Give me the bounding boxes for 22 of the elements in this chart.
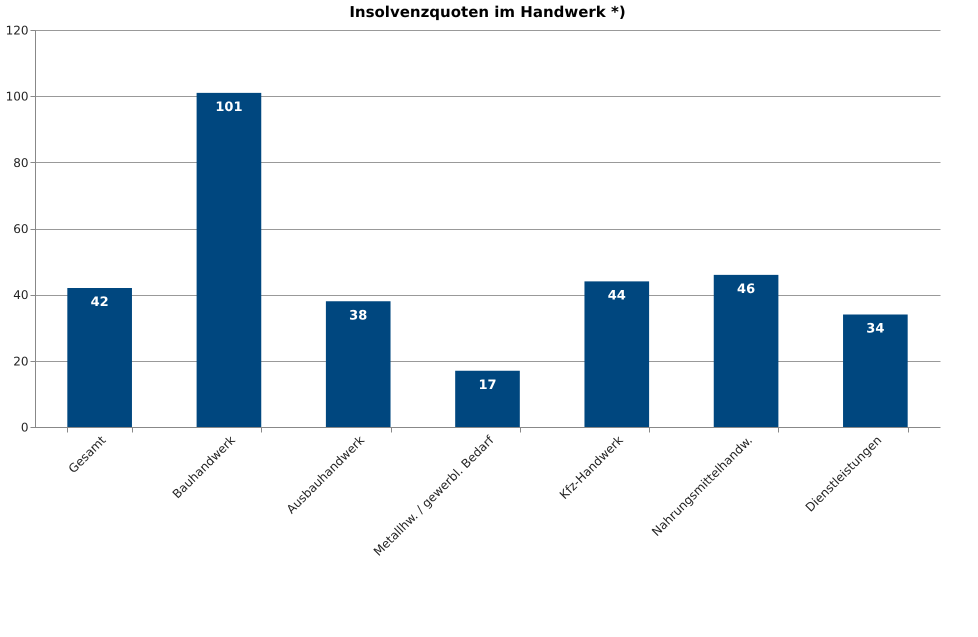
data-label: 34 (866, 322, 884, 337)
data-label: 42 (90, 295, 109, 310)
bar (67, 288, 132, 427)
bar (455, 370, 520, 427)
bar (196, 92, 262, 427)
data-label: 17 (478, 378, 497, 393)
data-label: 38 (349, 308, 368, 324)
data-label: 46 (737, 282, 756, 297)
bar (714, 274, 778, 427)
y-tick-label: 0 (20, 420, 28, 434)
y-tick-label: 60 (13, 222, 28, 236)
data-label: 101 (215, 100, 242, 115)
y-tick-label: 80 (13, 156, 28, 170)
y-tick-label: 100 (6, 90, 28, 104)
bar (843, 314, 908, 427)
bar (584, 281, 650, 427)
y-tick-label: 40 (13, 288, 28, 302)
chart-title: Insolvenzquoten im Handwerk *) (349, 3, 626, 21)
bar (326, 301, 391, 427)
data-label: 44 (608, 288, 626, 304)
y-tick-label: 20 (13, 354, 28, 368)
y-tick-label: 120 (6, 24, 28, 38)
